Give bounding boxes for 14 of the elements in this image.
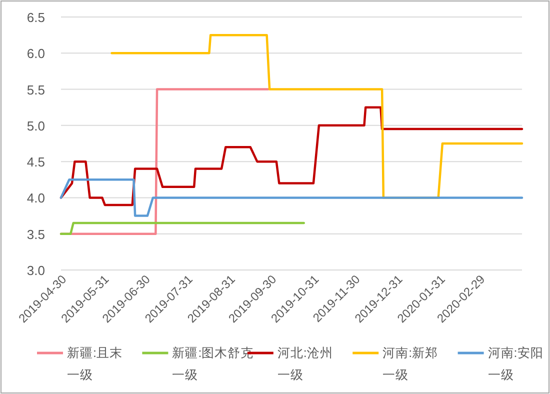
- line-series: [110, 34, 524, 199]
- y-tick-label: 6.0: [26, 46, 45, 62]
- y-tick-label: 3.5: [26, 226, 45, 242]
- y-tick-label: 3.0: [26, 263, 45, 278]
- y-tick-label: 5.0: [26, 118, 45, 134]
- legend-label: 河北:沧州一级: [277, 346, 333, 382]
- legend-label: 新疆:且末一级: [67, 346, 122, 382]
- legend-label: 河南:新郑一级: [382, 346, 438, 382]
- y-tick-label: 4.0: [26, 190, 45, 206]
- legend-label: 河南:安阳一级: [488, 345, 544, 382]
- line-series: [60, 106, 524, 206]
- y-tick-label: 6.5: [26, 10, 45, 25]
- y-tick-label: 4.5: [26, 154, 45, 170]
- y-tick-label: 5.5: [26, 82, 45, 98]
